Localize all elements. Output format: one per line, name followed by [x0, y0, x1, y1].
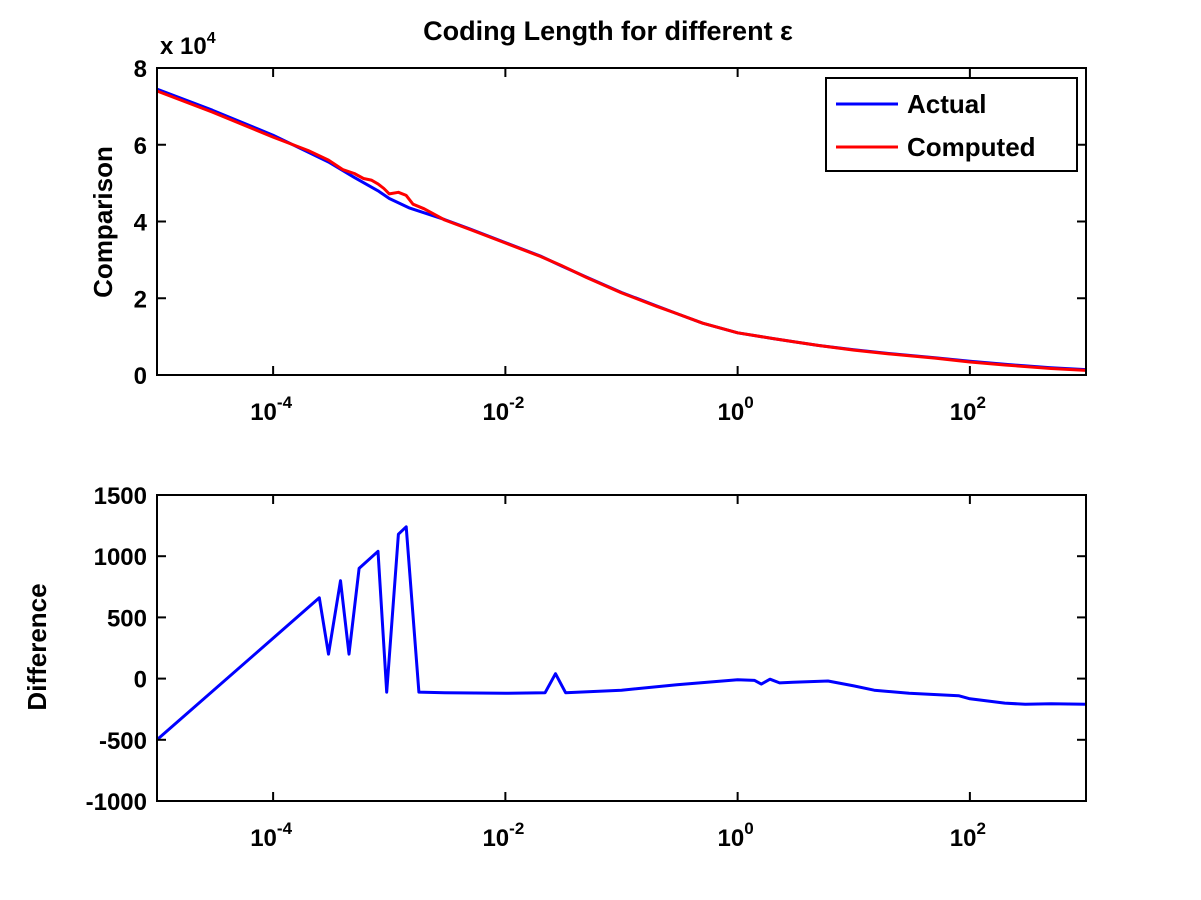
comparison-x-tick-label: 100	[718, 393, 754, 426]
difference-y-tick-label: -1000	[86, 789, 147, 816]
comparison-ticks: 10-4 10-2 100 102 0 2 4 6 8	[134, 56, 1086, 426]
legend-label-computed: Computed	[907, 132, 1036, 162]
legend-label-actual: Actual	[907, 89, 986, 119]
comparison-y-tick-label: 0	[134, 363, 147, 390]
difference-x-tick-label: 102	[950, 819, 986, 852]
difference-x-tick-label: 10-4	[250, 819, 292, 852]
difference-series-line-0	[156, 525, 1087, 741]
comparison-axes: Coding Length for different ε x 104 10-4…	[88, 16, 1087, 426]
comparison-series-line-computed	[156, 89, 1087, 372]
comparison-x-tick-label: 102	[950, 393, 986, 426]
difference-y-tick-label: 1000	[94, 544, 147, 571]
comparison-y-tick-label: 4	[134, 210, 148, 237]
chart-title: Coding Length for different ε	[423, 16, 793, 46]
comparison-lines	[156, 87, 1087, 372]
comparison-y-tick-label: 6	[134, 133, 147, 160]
comparison-y-tick-label: 2	[134, 286, 147, 313]
legend: Actual Computed	[825, 77, 1078, 172]
comparison-x-tick-label: 10-4	[250, 393, 292, 426]
comparison-axes-frame	[156, 67, 1087, 376]
comparison-y-axis-label: Comparison	[88, 146, 118, 298]
difference-y-tick-label: 0	[134, 667, 147, 694]
difference-y-axis-label: Difference	[22, 583, 52, 710]
comparison-x-tick-label: 10-2	[482, 393, 524, 426]
y-multiplier-label: x 104	[160, 30, 216, 60]
difference-y-tick-label: 500	[107, 605, 147, 632]
comparison-y-tick-label: 8	[134, 56, 147, 83]
difference-axes: 10-4 10-2 100 102 -1000 -500 0 500 1000 1500 Diff…	[22, 483, 1087, 852]
difference-x-tick-label: 10-2	[482, 819, 524, 852]
difference-x-tick-label: 100	[718, 819, 754, 852]
difference-lines	[156, 525, 1087, 741]
difference-y-tick-label: -500	[99, 728, 147, 755]
legend-box	[825, 77, 1078, 172]
difference-axes-frame	[156, 494, 1087, 802]
difference-y-tick-label: 1500	[94, 483, 147, 510]
